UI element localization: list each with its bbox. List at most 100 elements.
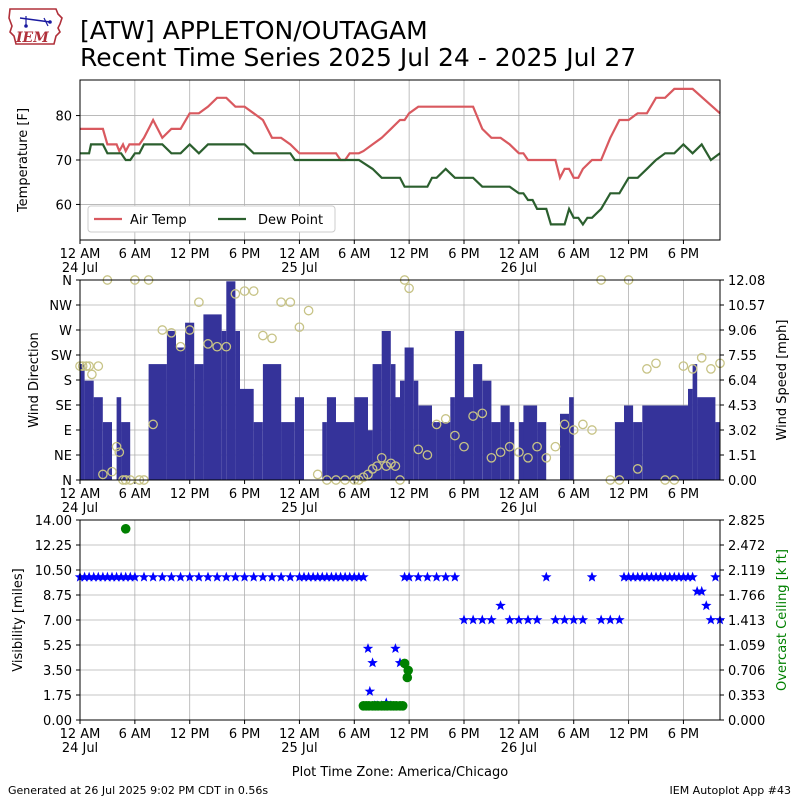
wind-direction-point	[632, 464, 643, 474]
visibility-point	[440, 571, 451, 582]
wind-direction-point	[212, 341, 222, 352]
visibility-point	[248, 571, 259, 582]
wind-xtick-label: 6 AM	[119, 487, 152, 502]
vis-tick-label: 0.00	[43, 714, 72, 729]
wind-speed-bar	[354, 397, 368, 480]
wind-dir-tick-label: E	[64, 424, 72, 439]
vis-xtick-label: 6 PM	[229, 727, 260, 742]
temp-ylabel: Temperature [F]	[16, 108, 31, 213]
visibility-point	[138, 571, 150, 582]
wind-direction-point	[267, 333, 277, 344]
wind-speed-bar	[84, 380, 94, 480]
vis-tick-label: 12.25	[35, 539, 72, 554]
wind-direction-point	[422, 450, 433, 460]
visibility-point	[184, 571, 195, 582]
wind-dir-tick-label: N	[62, 274, 72, 289]
wind-direction-point	[486, 452, 497, 463]
wind-ylabel-right: Wind Speed [mph]	[775, 320, 790, 441]
wind-direction-point	[303, 305, 314, 316]
wind-speed-bar	[413, 380, 419, 480]
wind-direction-point	[93, 361, 104, 371]
wind-speed-bar	[688, 388, 693, 480]
wind-speed-bar	[322, 422, 327, 480]
wind-direction-point	[77, 361, 88, 371]
visibility-point	[504, 614, 515, 625]
wind-direction-point	[221, 341, 232, 352]
chart-title-station: [ATW] APPLETON/OUTAGAM	[80, 16, 428, 45]
wind-speed-bar	[395, 397, 400, 480]
wind-dir-tick-label: N	[62, 474, 72, 489]
visibility-point	[710, 571, 721, 582]
wind-speed-bar	[93, 397, 103, 480]
wind-direction-point	[276, 297, 286, 308]
wind-speed-tick-label: 1.51	[728, 449, 757, 464]
wind-speed-bar	[500, 405, 510, 480]
wind-dir-tick-label: SE	[56, 399, 72, 414]
visibility-point	[449, 571, 461, 582]
wind-speed-bar	[240, 388, 254, 480]
visibility-point	[632, 571, 643, 582]
wind-speed-bar	[509, 422, 515, 480]
vis-xtick-label: 6 AM	[119, 727, 152, 742]
visibility-point	[294, 571, 305, 582]
wind-speed-bar	[473, 364, 483, 480]
temp-xtick-label: 6 AM	[557, 247, 590, 262]
wind-speed-bar	[518, 422, 524, 480]
wind-direction-point	[468, 411, 478, 421]
wind-direction-point	[559, 419, 570, 430]
visibility-point	[275, 571, 287, 582]
wind-direction-point	[459, 441, 469, 452]
wind-speed-bar	[221, 331, 227, 480]
visibility-point	[97, 571, 109, 582]
visibility-point	[691, 585, 703, 596]
visibility-point	[641, 571, 653, 582]
wind-speed-bar	[116, 397, 122, 480]
vis-tick-label: 8.75	[43, 589, 72, 604]
vis-tick-label: 14.00	[35, 514, 72, 529]
wind-direction-point	[166, 327, 177, 338]
visibility-point	[358, 571, 369, 582]
vis-xtick-date: 24 Jul	[62, 741, 98, 756]
vis-xtick-label: 12 PM	[170, 727, 210, 742]
visibility-point	[413, 571, 424, 582]
visibility-point	[627, 571, 639, 582]
wind-xtick-date: 26 Jul	[501, 501, 537, 516]
visibility-point	[678, 571, 689, 582]
ceiling-tick-label: 2.119	[728, 564, 765, 579]
wind-speed-bar	[400, 380, 405, 480]
visibility-point	[595, 614, 607, 625]
wind-direction-point	[413, 444, 424, 455]
vis-xtick-label: 6 AM	[338, 727, 371, 742]
visibility-point	[705, 614, 717, 625]
visibility-point	[239, 571, 250, 582]
temp-xtick-label: 12 AM	[279, 247, 320, 262]
wind-direction-point	[651, 358, 661, 369]
visibility-point	[125, 571, 136, 582]
ceiling-point	[397, 701, 408, 711]
wind-ylabel-left: Wind Direction	[27, 332, 42, 428]
wind-direction-point	[372, 461, 382, 471]
wind-direction-point	[258, 330, 268, 341]
visibility-point	[349, 571, 360, 582]
visibility-point	[221, 571, 232, 582]
wind-direction-point	[294, 322, 305, 333]
visibility-point	[88, 571, 99, 582]
visibility-point	[312, 571, 323, 582]
wind-speed-bar	[436, 422, 451, 480]
wind-speed-bar	[381, 331, 391, 480]
wind-speed-tick-label: 12.08	[728, 274, 765, 289]
temp-xtick-date: 25 Jul	[281, 261, 317, 276]
wind-direction-point	[98, 469, 108, 480]
wind-speed-tick-label: 3.02	[728, 424, 757, 439]
wind-speed-bar	[482, 380, 492, 480]
temp-xtick-label: 6 PM	[668, 247, 699, 262]
visibility-point	[664, 571, 675, 582]
wind-speed-bar	[642, 405, 688, 480]
wind-direction-point	[514, 447, 524, 458]
wind-direction-point	[642, 364, 652, 374]
wind-direction-point	[148, 419, 158, 430]
temp-xtick-label: 12 AM	[498, 247, 539, 262]
visibility-point	[403, 571, 415, 582]
